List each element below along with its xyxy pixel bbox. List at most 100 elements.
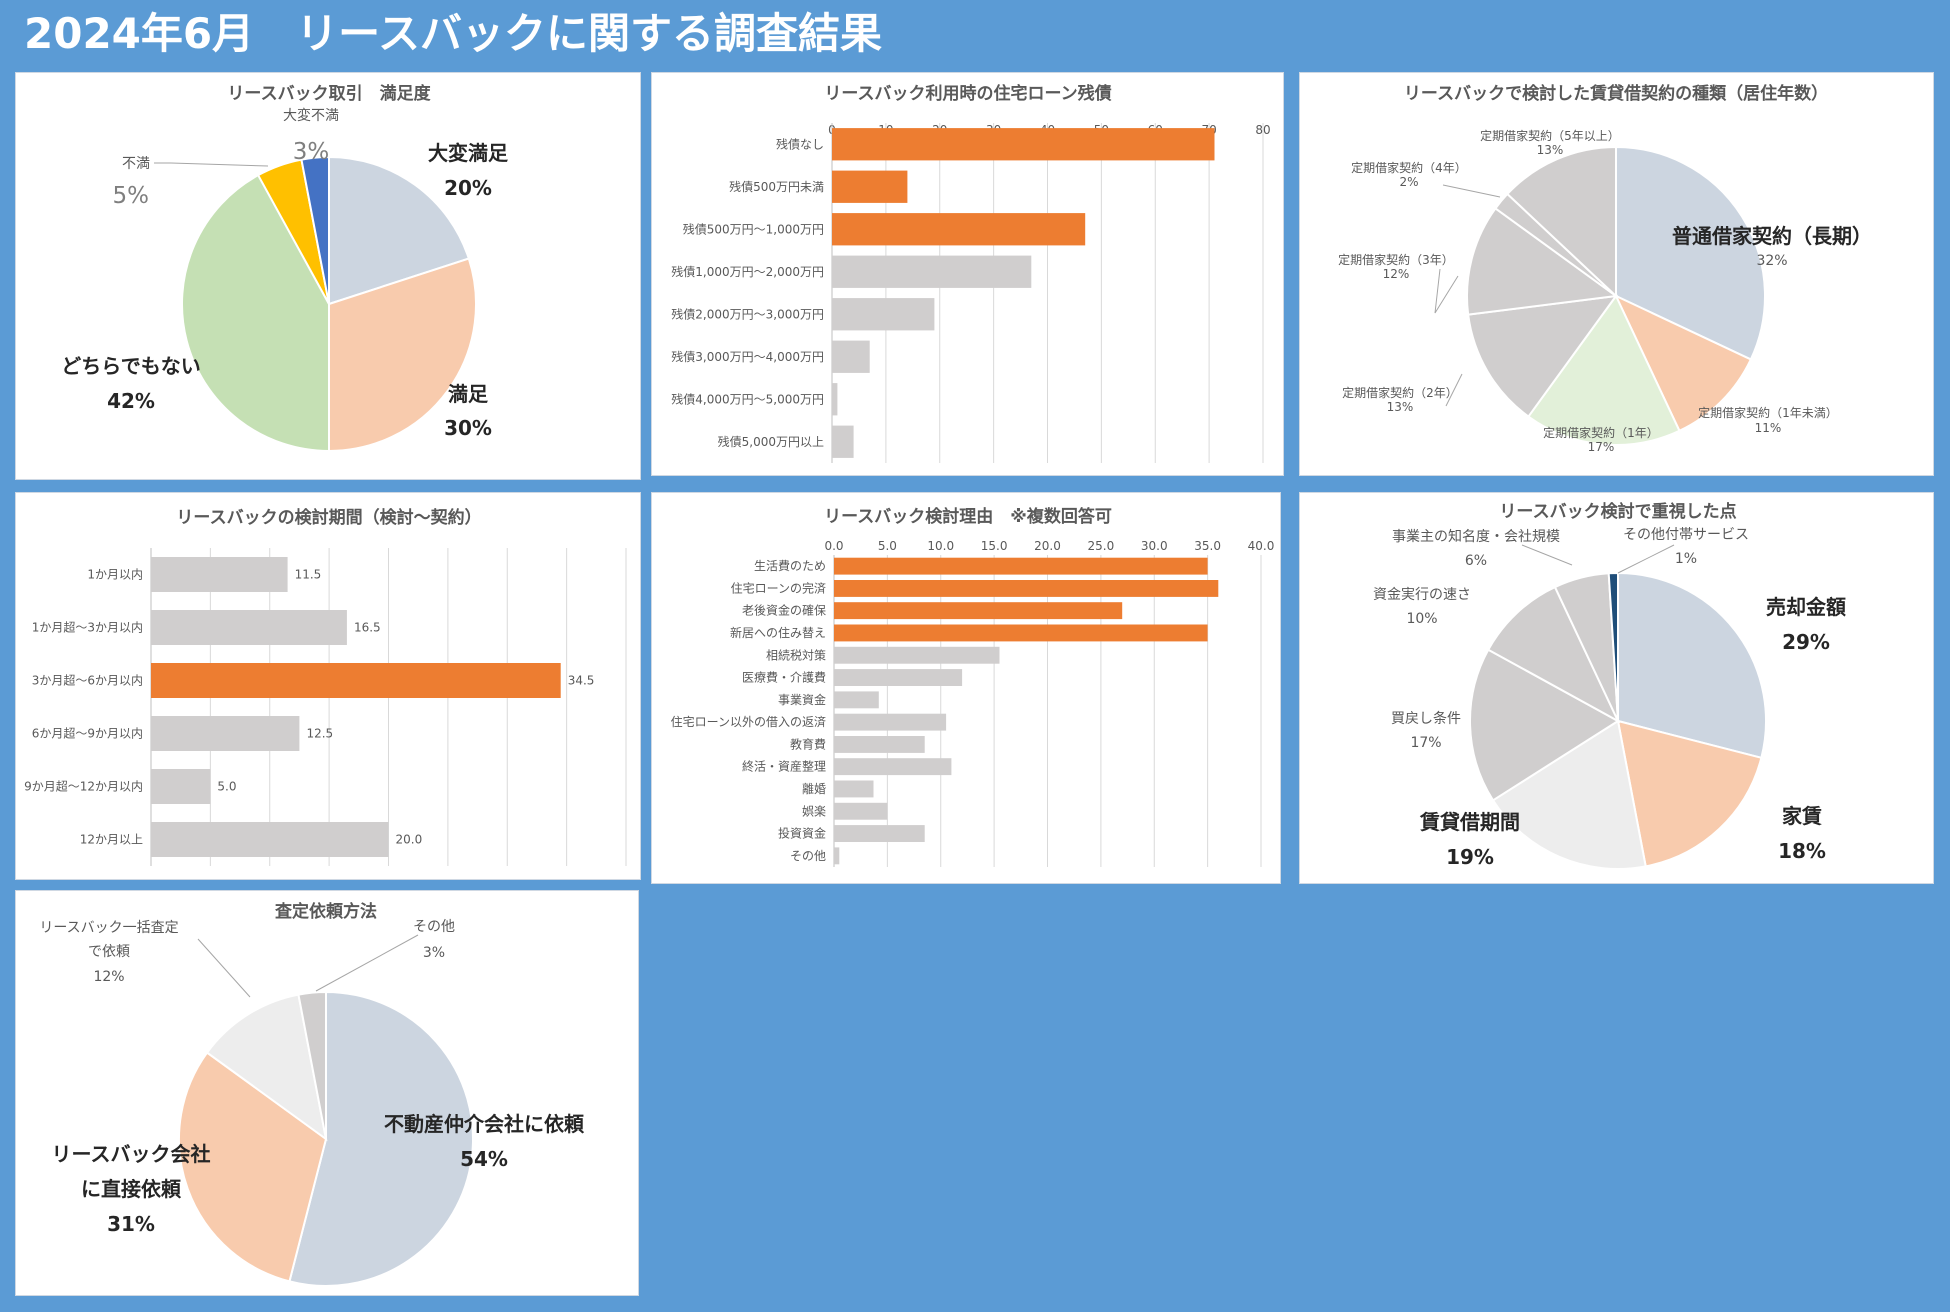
slice-name-label: どちらでもない xyxy=(61,354,200,378)
slice-percent-label: 2% xyxy=(1399,175,1418,189)
leader-line xyxy=(1442,184,1501,198)
data-label: 34.5 xyxy=(568,674,595,688)
slice-percent-label: 11% xyxy=(1755,421,1782,435)
leader-line xyxy=(1445,373,1463,407)
category-label: 事業資金 xyxy=(778,692,826,707)
x-tick-label: 40.0 xyxy=(1248,539,1275,553)
pie-slice xyxy=(178,1051,328,1283)
slice-percent-label: 30% xyxy=(444,416,492,440)
category-label: 終活・資産整理 xyxy=(742,759,826,774)
slice-name-label: で依頼 xyxy=(88,944,130,960)
slice-percent-label: 31% xyxy=(107,1212,155,1236)
bar xyxy=(834,802,888,820)
x-tick-label: 80 xyxy=(1255,123,1270,137)
slice-name-label: 買戻し条件 xyxy=(1391,710,1461,727)
slice-percent-label: 32% xyxy=(1756,253,1787,269)
chart-title: リースバック利用時の住宅ローン残債 xyxy=(824,83,1111,104)
pie-slice xyxy=(1616,719,1763,868)
slice-name-label: 売却金額 xyxy=(1766,595,1846,619)
slice-percent-label: 17% xyxy=(1410,735,1441,751)
data-label: 16.5 xyxy=(354,621,381,635)
pie-slice xyxy=(181,173,330,453)
slice-name-label: 定期借家契約（4年） xyxy=(1351,160,1467,175)
category-label: 医療費・介護費 xyxy=(742,670,826,685)
bar xyxy=(834,557,1208,575)
bar xyxy=(151,610,347,645)
chart-title: リースバック検討で重視した点 xyxy=(1499,501,1736,522)
bar xyxy=(834,825,925,842)
category-label: 相続税対策 xyxy=(766,648,826,662)
category-label: 娯楽 xyxy=(802,804,826,818)
x-tick-label: 20.0 xyxy=(1034,539,1061,553)
category-label: 住宅ローンの完済 xyxy=(731,580,826,595)
pie-slice xyxy=(1607,571,1619,722)
pie-slice xyxy=(1527,294,1681,446)
x-tick-label: 10.0 xyxy=(927,539,954,553)
slice-name-label: 普通借家契約（長期） xyxy=(1672,224,1872,248)
category-label: 残債500万円未満 xyxy=(729,179,824,194)
slice-name-label: 賃貸借期間 xyxy=(1419,810,1520,834)
slice-name-label: 大変満足 xyxy=(428,141,509,165)
slice-percent-label: 29% xyxy=(1782,630,1830,654)
slice-percent-label: 54% xyxy=(460,1147,508,1171)
bar xyxy=(834,758,952,776)
bar xyxy=(832,298,935,331)
chart-satisfaction-panel: リースバック取引 満足度 大変満足 20% 満足 30% どちらでもない 42% 不満 5% 大変… xyxy=(15,72,641,480)
x-tick-label: 0.0 xyxy=(824,539,843,553)
category-label: 6か月超～9か月以内 xyxy=(32,726,143,741)
slice-name-label: 満足 xyxy=(448,382,489,406)
x-tick-label: 5.0 xyxy=(878,539,897,553)
slice-name-label: 定期借家契約（1年） xyxy=(1543,425,1659,440)
chart-appraisal-panel: 査定依頼方法 不動産仲介会社に依頼 54% リースバック会社 に直接依頼 31% リースバッ… xyxy=(15,890,639,1296)
leader-line xyxy=(1521,544,1573,566)
slice-percent-label: 17% xyxy=(1588,440,1615,454)
pie-slice xyxy=(300,155,330,305)
category-label: 残債1,000万円～2,000万円 xyxy=(671,264,824,279)
bar xyxy=(834,624,1208,642)
chart-lease-type-panel: リースバックで検討した賃貸借契約の種類（居住年数） 普通借家契約（長期） 32% 定期… xyxy=(1299,72,1934,476)
category-label: 住宅ローン以外の借入の返済 xyxy=(671,714,826,729)
category-label: 12か月以上 xyxy=(80,833,143,847)
pie-slice xyxy=(205,993,328,1142)
bar xyxy=(151,769,211,804)
pie-slice xyxy=(288,990,474,1287)
x-tick-label: 35.0 xyxy=(1194,539,1221,553)
chart-priorities-panel: リースバック検討で重視した点 売却金額 29% 家賃 18% 賃貸借期間 19% 買戻し条件 1… xyxy=(1299,492,1934,884)
bar xyxy=(834,847,840,865)
slice-name-label: 定期借家契約（1年未満） xyxy=(1698,405,1838,420)
slice-percent-label: 5% xyxy=(113,183,150,209)
slice-percent-label: 6% xyxy=(1465,553,1487,569)
leader-line xyxy=(1617,544,1675,574)
pie-slice xyxy=(1486,585,1621,724)
bar xyxy=(151,663,561,698)
chart-loan-balance: リースバック利用時の住宅ローン残債01020304050607080残債なし残債… xyxy=(671,83,1271,463)
category-label: 投資資金 xyxy=(778,826,826,841)
page-title: 2024年6月 リースバックに関する調査結果 xyxy=(24,9,883,58)
bar xyxy=(834,669,963,686)
leader-line xyxy=(315,934,419,992)
bar xyxy=(832,128,1215,161)
category-label: 1か月以内 xyxy=(87,568,143,582)
data-label: 20.0 xyxy=(396,833,423,847)
chart-title: リースバック取引 満足度 xyxy=(227,83,431,104)
pie-slice xyxy=(1505,145,1617,299)
slice-percent-label: 20% xyxy=(444,176,492,200)
slice-percent-label: 42% xyxy=(107,389,155,413)
data-label: 5.0 xyxy=(217,780,236,794)
bar xyxy=(832,170,908,203)
slice-name-label: 家賃 xyxy=(1782,804,1822,828)
chart-lease-type: リースバックで検討した賃貸借契約の種類（居住年数） 普通借家契約（長期） 32% 定期… xyxy=(1338,83,1872,454)
slice-percent-label: 13% xyxy=(1387,400,1414,414)
bar xyxy=(834,691,879,709)
bar xyxy=(834,646,1000,664)
slice-percent-label: 1% xyxy=(1675,551,1697,567)
leader-line xyxy=(197,938,251,998)
category-label: 残債なし xyxy=(776,136,824,151)
slice-percent-label: 18% xyxy=(1778,839,1826,863)
category-label: 教育費 xyxy=(790,736,826,751)
slice-name-label: 大変不満 xyxy=(283,107,339,124)
category-label: 残債4,000万円～5,000万円 xyxy=(671,391,824,406)
slice-name-label: 定期借家契約（3年） xyxy=(1338,252,1454,267)
